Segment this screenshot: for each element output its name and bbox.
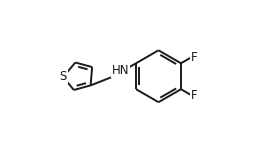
Text: F: F: [191, 89, 198, 102]
Text: F: F: [191, 51, 198, 64]
Text: HN: HN: [112, 64, 130, 77]
Text: S: S: [59, 71, 67, 83]
